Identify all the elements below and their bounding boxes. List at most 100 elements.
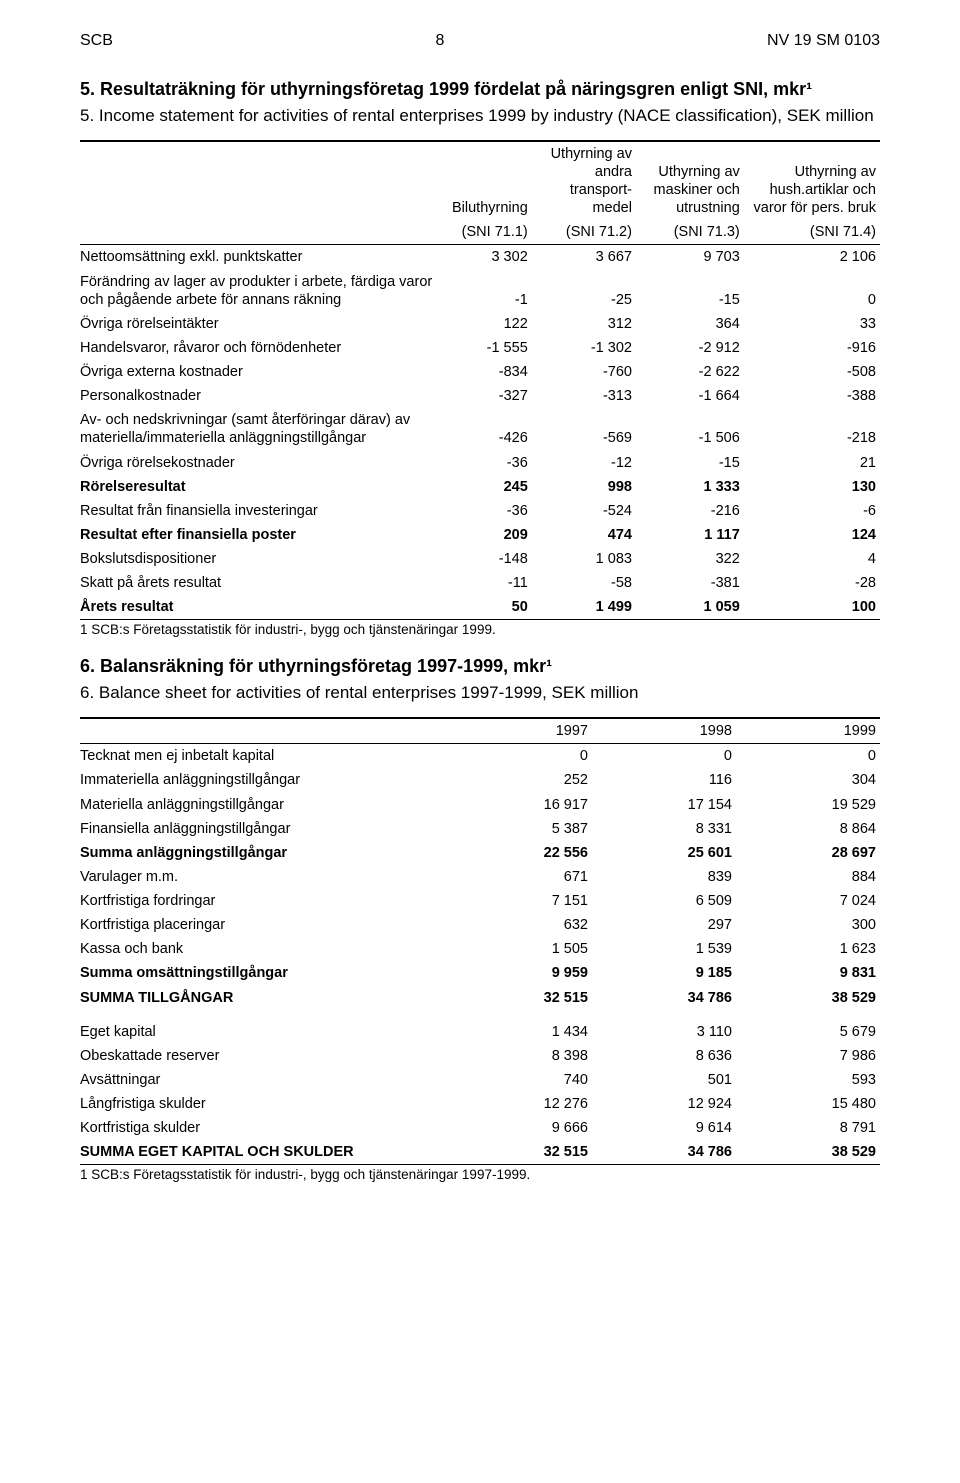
cell-value: -1 506	[636, 408, 744, 450]
table-row: Finansiella anläggningstillgångar5 3878 …	[80, 817, 880, 841]
col-h2: Uthyrning av andra transport-medel	[532, 141, 636, 221]
cell-value: 9 185	[592, 961, 736, 985]
col-y1: 1997	[448, 718, 592, 744]
cell-value: 839	[592, 865, 736, 889]
cell-value: 8 864	[736, 817, 880, 841]
table6-bottom-rule	[80, 1164, 880, 1165]
table-row: Personalkostnader-327-313-1 664-388	[80, 384, 880, 408]
cell-value: 38 529	[736, 986, 880, 1010]
table-row: Summa anläggningstillgångar22 55625 6012…	[80, 841, 880, 865]
cell-value: -834	[448, 360, 532, 384]
cell-value: 364	[636, 312, 744, 336]
cell-value: 32 515	[448, 986, 592, 1010]
cell-value: 50	[448, 595, 532, 619]
cell-value: -25	[532, 270, 636, 312]
cell-value: 998	[532, 475, 636, 499]
cell-value: 5 679	[736, 1020, 880, 1044]
cell-value: -381	[636, 571, 744, 595]
table6-header-row: 1997 1998 1999	[80, 718, 880, 744]
table5-bottom-rule	[80, 619, 880, 620]
cell-value: 632	[448, 913, 592, 937]
cell-value: 122	[448, 312, 532, 336]
cell-value: -760	[532, 360, 636, 384]
cell-value: 9 831	[736, 961, 880, 985]
cell-value: 33	[744, 312, 880, 336]
table-row: Kortfristiga skulder9 6669 6148 791	[80, 1116, 880, 1140]
table-row: Eget kapital1 4343 1105 679	[80, 1020, 880, 1044]
table5-header-row2: (SNI 71.1) (SNI 71.2) (SNI 71.3) (SNI 71…	[80, 220, 880, 245]
row-label: Resultat från finansiella investeringar	[80, 499, 448, 523]
col-y3: 1999	[736, 718, 880, 744]
cell-value: 3 110	[592, 1020, 736, 1044]
cell-value: -12	[532, 451, 636, 475]
cell-value: 28 697	[736, 841, 880, 865]
cell-value: 130	[744, 475, 880, 499]
cell-value: 0	[736, 744, 880, 769]
table-row: Obeskattade reserver8 3988 6367 986	[80, 1044, 880, 1068]
table-row: SUMMA EGET KAPITAL OCH SKULDER32 51534 7…	[80, 1140, 880, 1164]
table-row: Varulager m.m.671839884	[80, 865, 880, 889]
row-label: Materiella anläggningstillgångar	[80, 793, 448, 817]
table-row: Rörelseresultat2459981 333130	[80, 475, 880, 499]
cell-value: 322	[636, 547, 744, 571]
row-label: Kortfristiga fordringar	[80, 889, 448, 913]
cell-value: 7 151	[448, 889, 592, 913]
cell-value: 2 106	[744, 245, 880, 270]
page: SCB 8 NV 19 SM 0103 5. Resultaträkning f…	[0, 0, 960, 1240]
header-right: NV 19 SM 0103	[767, 32, 880, 50]
row-label: Nettoomsättning exkl. punktskatter	[80, 245, 448, 270]
table-row: Skatt på årets resultat-11-58-381-28	[80, 571, 880, 595]
cell-value: 3 302	[448, 245, 532, 270]
cell-value: -15	[636, 270, 744, 312]
cell-value: -6	[744, 499, 880, 523]
cell-value: -218	[744, 408, 880, 450]
cell-value: 8 791	[736, 1116, 880, 1140]
row-label: SUMMA EGET KAPITAL OCH SKULDER	[80, 1140, 448, 1164]
cell-value: 0	[744, 270, 880, 312]
section6-title: 6. Balansräkning för uthyrningsföretag 1…	[80, 655, 880, 678]
cell-value: 4	[744, 547, 880, 571]
cell-value: 9 614	[592, 1116, 736, 1140]
header-left: SCB	[80, 32, 113, 50]
cell-value: 1 117	[636, 523, 744, 547]
cell-value: -1	[448, 270, 532, 312]
cell-value: 1 623	[736, 937, 880, 961]
cell-value: 8 398	[448, 1044, 592, 1068]
table-row: Långfristiga skulder12 27612 92415 480	[80, 1092, 880, 1116]
cell-value: -36	[448, 451, 532, 475]
table5-header-row1: Biluthyrning Uthyrning av andra transpor…	[80, 141, 880, 221]
cell-value: -58	[532, 571, 636, 595]
cell-value: 1 333	[636, 475, 744, 499]
col-s3: (SNI 71.3)	[636, 220, 744, 245]
table-row: Övriga rörelsekostnader-36-12-1521	[80, 451, 880, 475]
col-h4: Uthyrning av hush.artiklar och varor för…	[744, 141, 880, 221]
col-h3: Uthyrning av maskiner och utrustning	[636, 141, 744, 221]
col-blank	[80, 718, 448, 744]
cell-value: -1 555	[448, 336, 532, 360]
table-section6: 1997 1998 1999 Tecknat men ej inbetalt k…	[80, 717, 880, 1164]
table-section5: Biluthyrning Uthyrning av andra transpor…	[80, 140, 880, 620]
cell-value: -524	[532, 499, 636, 523]
row-label: Summa anläggningstillgångar	[80, 841, 448, 865]
cell-value: 7 024	[736, 889, 880, 913]
cell-value: -15	[636, 451, 744, 475]
cell-value: -1 302	[532, 336, 636, 360]
col-h1: Biluthyrning	[448, 141, 532, 221]
table-row: Tecknat men ej inbetalt kapital000	[80, 744, 880, 769]
cell-value: 312	[532, 312, 636, 336]
cell-value: 34 786	[592, 986, 736, 1010]
cell-value: 209	[448, 523, 532, 547]
header-center: 8	[436, 32, 445, 50]
cell-value: -2 622	[636, 360, 744, 384]
row-label: Finansiella anläggningstillgångar	[80, 817, 448, 841]
cell-value: 245	[448, 475, 532, 499]
cell-value: 9 666	[448, 1116, 592, 1140]
row-label: Eget kapital	[80, 1020, 448, 1044]
section6-subtitle: 6. Balance sheet for activities of renta…	[80, 682, 880, 703]
cell-value: -216	[636, 499, 744, 523]
cell-value: -2 912	[636, 336, 744, 360]
row-label: Immateriella anläggningstillgångar	[80, 768, 448, 792]
row-label: Övriga externa kostnader	[80, 360, 448, 384]
row-label: SUMMA TILLGÅNGAR	[80, 986, 448, 1010]
col-s2: (SNI 71.2)	[532, 220, 636, 245]
